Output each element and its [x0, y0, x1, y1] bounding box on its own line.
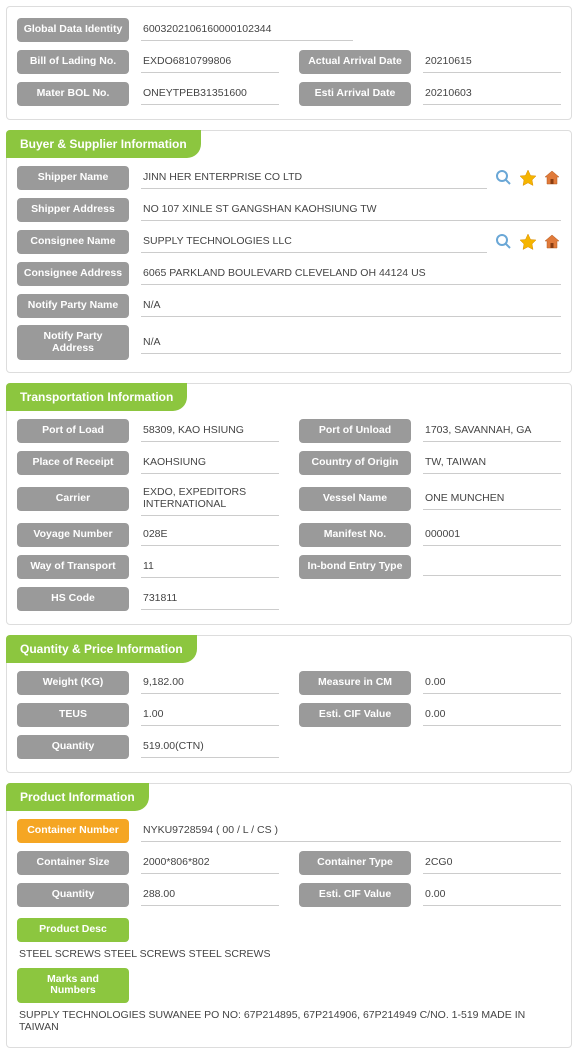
product-desc-text: STEEL SCREWS STEEL SCREWS STEEL SCREWS: [19, 948, 561, 960]
container-size-label: Container Size: [17, 851, 129, 875]
weight-label: Weight (KG): [17, 671, 129, 695]
hs-code-label: HS Code: [17, 587, 129, 611]
gdi-label: Global Data Identity: [17, 18, 129, 42]
product-cif-value: 0.00: [423, 884, 561, 906]
container-type-value: 2CG0: [423, 852, 561, 874]
search-icon[interactable]: [495, 169, 513, 187]
product-section-title: Product Information: [6, 783, 149, 811]
esti-arrival-label: Esti Arrival Date: [299, 82, 411, 106]
inbond-value: [423, 558, 561, 576]
identity-panel: Global Data Identity 6003202106160000102…: [6, 6, 572, 120]
quantity-section-title: Quantity & Price Information: [6, 635, 197, 663]
buyer-section-title: Buyer & Supplier Information: [6, 130, 201, 158]
product-desc-label: Product Desc: [17, 918, 129, 942]
weight-value: 9,182.00: [141, 672, 279, 694]
gdi-value: 6003202106160000102344: [141, 19, 353, 41]
product-cif-label: Esti. CIF Value: [299, 883, 411, 907]
qty-cif-value: 0.00: [423, 704, 561, 726]
port-unload-value: 1703, SAVANNAH, GA: [423, 420, 561, 442]
notify-name-value: N/A: [141, 295, 561, 317]
voyage-label: Voyage Number: [17, 523, 129, 547]
way-transport-value: 11: [141, 556, 279, 578]
container-type-label: Container Type: [299, 851, 411, 875]
marks-numbers-label: Marks and Numbers: [17, 968, 129, 1003]
teus-value: 1.00: [141, 704, 279, 726]
manifest-label: Manifest No.: [299, 523, 411, 547]
consignee-addr-label: Consignee Address: [17, 262, 129, 286]
country-origin-value: TW, TAIWAN: [423, 452, 561, 474]
home-icon[interactable]: [543, 233, 561, 251]
mater-bol-label: Mater BOL No.: [17, 82, 129, 106]
bol-value: EXDO6810799806: [141, 51, 279, 73]
transport-panel: Transportation Information Port of Load 5…: [6, 383, 572, 625]
measure-value: 0.00: [423, 672, 561, 694]
quantity-label: Quantity: [17, 735, 129, 759]
star-icon[interactable]: [519, 233, 537, 251]
container-size-value: 2000*806*802: [141, 852, 279, 874]
consignee-name-value: SUPPLY TECHNOLOGIES LLC: [141, 231, 487, 253]
port-unload-label: Port of Unload: [299, 419, 411, 443]
qty-cif-label: Esti. CIF Value: [299, 703, 411, 727]
transport-section-title: Transportation Information: [6, 383, 187, 411]
port-load-value: 58309, KAO HSIUNG: [141, 420, 279, 442]
product-panel: Product Information Container Number NYK…: [6, 783, 572, 1048]
quantity-value: 519.00(CTN): [141, 736, 279, 758]
place-receipt-label: Place of Receipt: [17, 451, 129, 475]
buyer-supplier-panel: Buyer & Supplier Information Shipper Nam…: [6, 130, 572, 373]
notify-addr-value: N/A: [141, 332, 561, 354]
esti-arrival-value: 20210603: [423, 83, 561, 105]
vessel-label: Vessel Name: [299, 487, 411, 511]
product-quantity-value: 288.00: [141, 884, 279, 906]
way-transport-label: Way of Transport: [17, 555, 129, 579]
notify-addr-label: Notify Party Address: [17, 325, 129, 360]
place-receipt-value: KAOHSIUNG: [141, 452, 279, 474]
hs-code-value: 731811: [141, 588, 279, 610]
actual-arrival-label: Actual Arrival Date: [299, 50, 411, 74]
mater-bol-value: ONEYTPEB31351600: [141, 83, 279, 105]
shipper-addr-value: NO 107 XINLE ST GANGSHAN KAOHSIUNG TW: [141, 199, 561, 221]
measure-label: Measure in CM: [299, 671, 411, 695]
port-load-label: Port of Load: [17, 419, 129, 443]
shipper-name-value: JINN HER ENTERPRISE CO LTD: [141, 167, 487, 189]
container-number-value: NYKU9728594 ( 00 / L / CS ): [141, 820, 561, 842]
carrier-label: Carrier: [17, 487, 129, 511]
shipper-name-label: Shipper Name: [17, 166, 129, 190]
marks-numbers-text: SUPPLY TECHNOLOGIES SUWANEE PO NO: 67P21…: [19, 1009, 561, 1033]
home-icon[interactable]: [543, 169, 561, 187]
carrier-value: EXDO, EXPEDITORS INTERNATIONAL: [141, 482, 279, 516]
voyage-value: 028E: [141, 524, 279, 546]
quantity-panel: Quantity & Price Information Weight (KG)…: [6, 635, 572, 773]
bol-label: Bill of Lading No.: [17, 50, 129, 74]
teus-label: TEUS: [17, 703, 129, 727]
inbond-label: In-bond Entry Type: [299, 555, 411, 579]
consignee-addr-value: 6065 PARKLAND BOULEVARD CLEVELAND OH 441…: [141, 263, 561, 285]
vessel-value: ONE MUNCHEN: [423, 488, 561, 510]
country-origin-label: Country of Origin: [299, 451, 411, 475]
star-icon[interactable]: [519, 169, 537, 187]
container-number-label: Container Number: [17, 819, 129, 843]
shipper-addr-label: Shipper Address: [17, 198, 129, 222]
manifest-value: 000001: [423, 524, 561, 546]
search-icon[interactable]: [495, 233, 513, 251]
notify-name-label: Notify Party Name: [17, 294, 129, 318]
actual-arrival-value: 20210615: [423, 51, 561, 73]
consignee-name-label: Consignee Name: [17, 230, 129, 254]
product-quantity-label: Quantity: [17, 883, 129, 907]
